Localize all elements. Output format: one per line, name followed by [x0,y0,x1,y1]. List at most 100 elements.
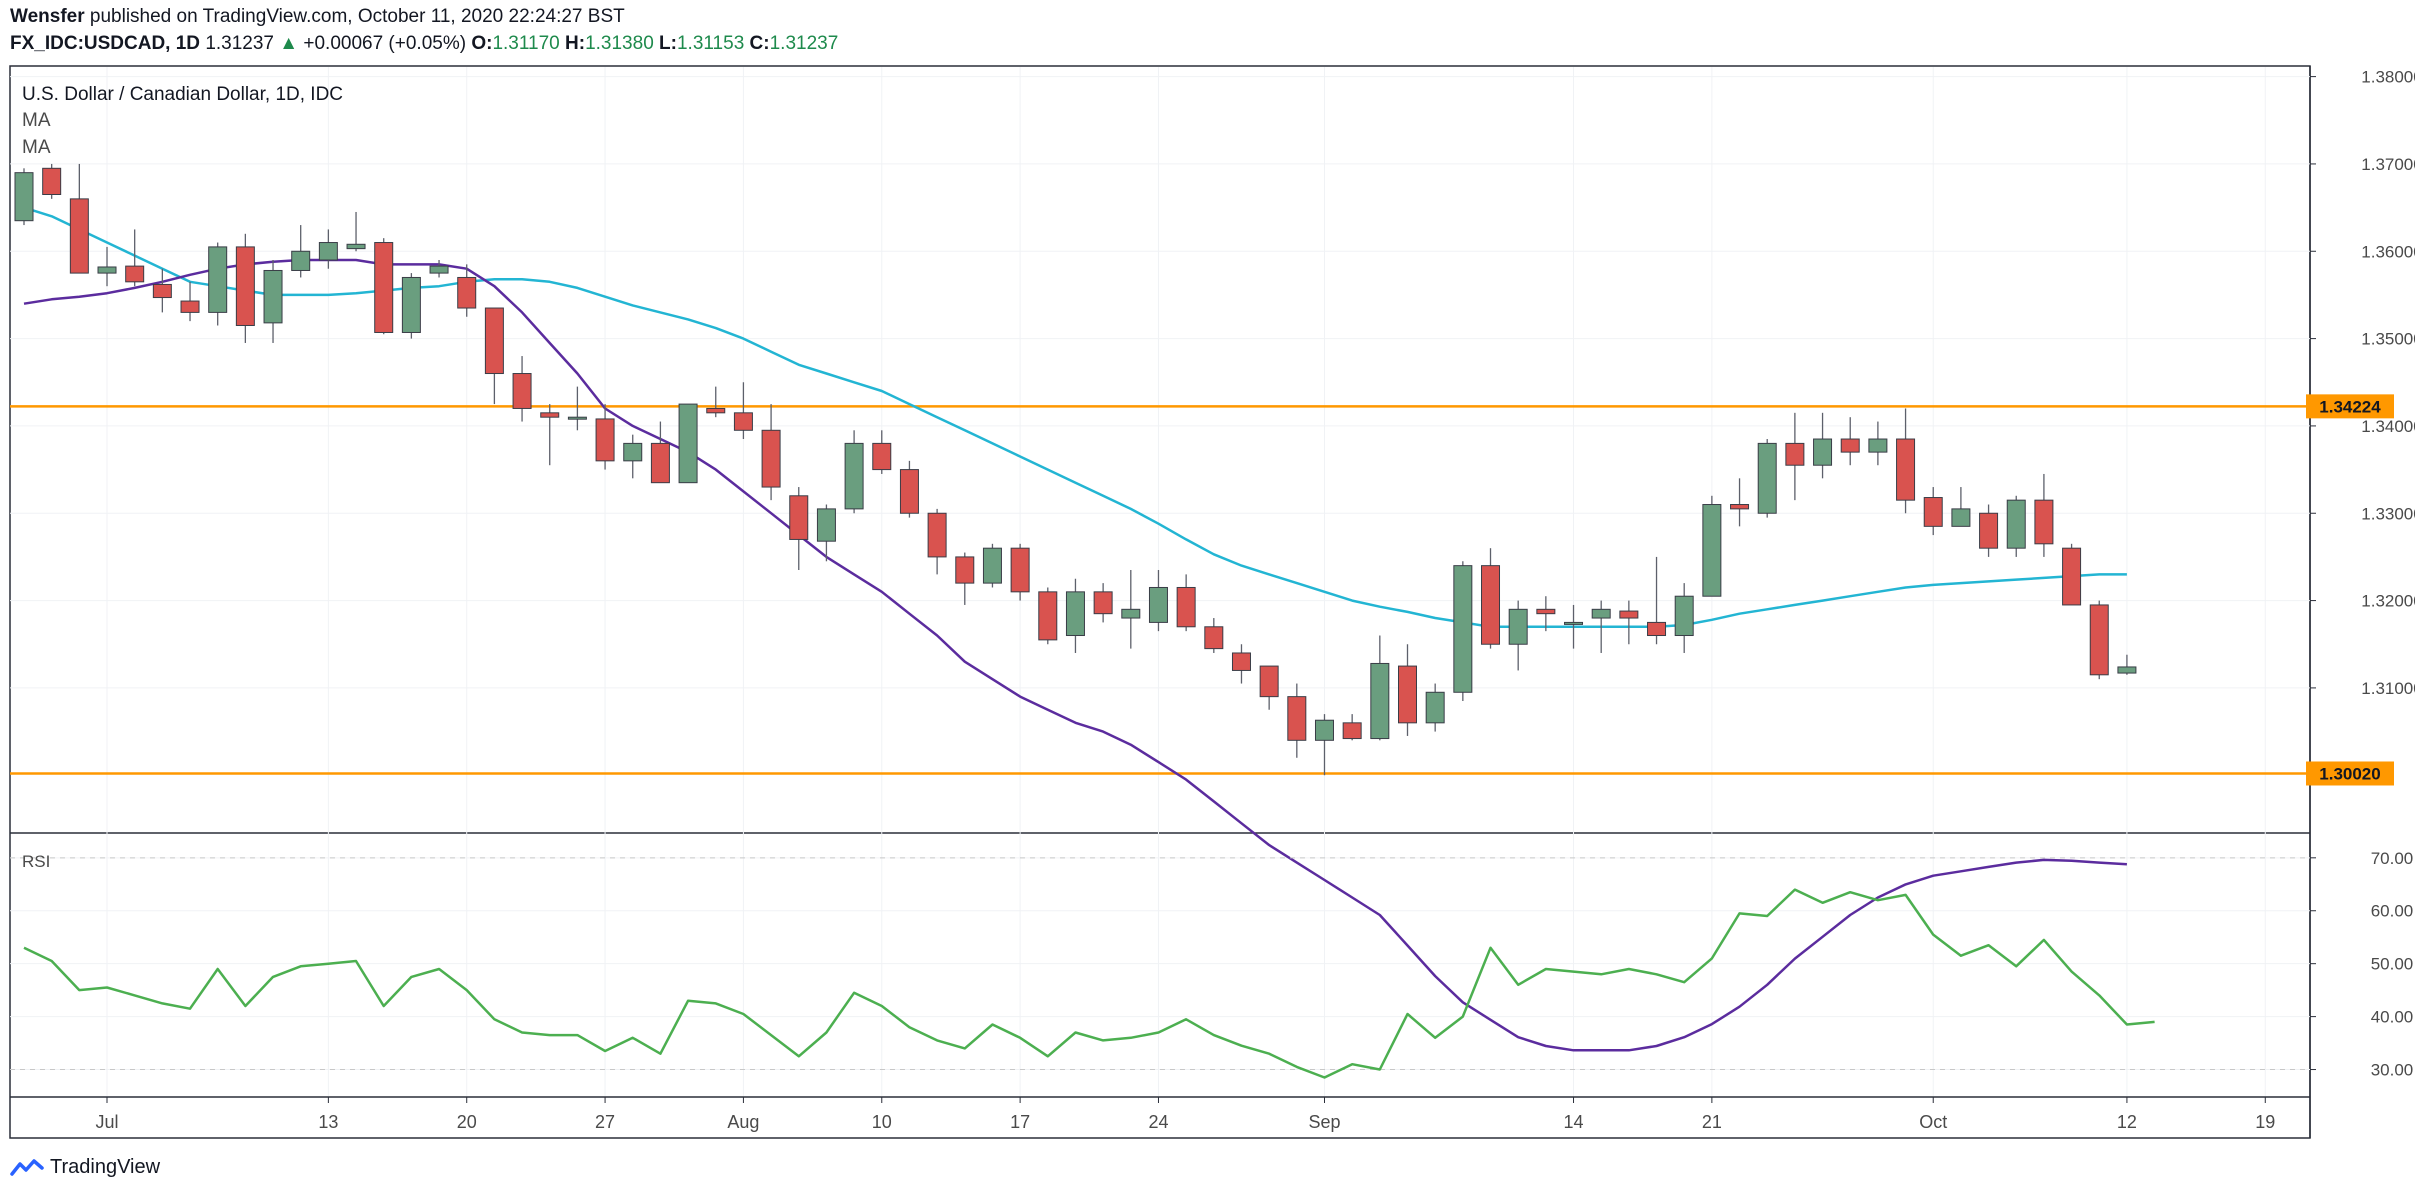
ma-legend-1[interactable]: MA [22,110,51,131]
candle-up [2117,666,2137,674]
open-label: O: [471,33,493,54]
candle-up [1757,442,1777,514]
candle-up [1148,586,1168,623]
time-tick-label: 20 [457,1112,477,1132]
price-tick-label: 1.34000 [2361,417,2415,436]
candle-down [872,442,892,471]
horizontal-levels[interactable]: 1.34224 1.30020 [10,394,2394,786]
candle-down [650,442,670,484]
level-price-badge [2306,394,2394,419]
candle-down [1342,722,1362,740]
low-label: L: [659,33,677,54]
time-tick-label: 12 [2117,1112,2137,1132]
rsi-axis[interactable]: 70.00 60.00 50.00 40.00 30.00 [2310,849,2413,1080]
candle-down [1785,442,1805,466]
ma-legend-2[interactable]: MA [22,137,51,158]
candle-up [429,265,449,274]
time-tick-label: Sep [1308,1112,1340,1132]
candle-down [595,418,615,462]
candle-down [2062,547,2082,606]
candle-up [1370,662,1390,740]
candle-up [844,442,864,510]
rsi-pane [10,857,2310,1079]
candle-down [235,246,255,326]
up-arrow-icon: ▲ [279,33,299,54]
candle-down [1536,608,1556,615]
candle-down [540,412,560,418]
instrument-legend[interactable]: U.S. Dollar / Canadian Dollar, 1D, IDC [22,84,343,105]
price-tick-label: 1.31000 [2361,679,2415,698]
candle-up [263,269,283,324]
candle-up [401,276,421,333]
tradingview-logo[interactable]: TradingView [10,1156,160,1179]
high-value: 1.31380 [585,33,654,54]
chart-area[interactable]: 1.38000 1.37000 1.36000 1.35000 1.34000 1.330… [0,0,2415,1145]
candle-down [1093,591,1113,615]
candle-up [2006,499,2026,549]
candle-up [291,250,311,271]
candle-down [955,556,975,584]
candle-up [318,242,338,261]
low-value: 1.31153 [676,33,745,54]
candle-down [512,373,532,409]
grid [10,67,2310,1096]
candle-down [457,276,477,309]
level-price-badge [2306,761,2394,786]
price-tick-label: 1.37000 [2361,155,2415,174]
candle-down [733,412,753,431]
price-tick-label: 1.36000 [2361,242,2415,261]
candle-down [761,429,781,488]
published-text: published on TradingView.com, October 11… [89,6,625,27]
candle-down [69,198,89,274]
author-name[interactable]: Wensfer [10,6,85,27]
rsi-legend[interactable]: RSI [22,852,50,871]
candle-up [1065,591,1085,637]
rsi-tick-label: 60.00 [2371,902,2414,921]
candle-up [1425,691,1445,724]
candle-down [1840,438,1860,453]
candle-down [706,407,726,414]
publish-info: Wensfer published on TradingView.com, Oc… [10,6,625,28]
candle-up [1314,719,1334,741]
time-tick-label: 21 [1702,1112,1722,1132]
candle-down [125,265,145,283]
candle-down [1259,665,1279,698]
time-tick-label: 10 [872,1112,892,1132]
candle-down [899,469,919,514]
close-label: C: [749,33,770,54]
candle-up [1951,508,1971,527]
candle-down [1398,665,1417,724]
time-axis[interactable]: Jul 13 20 27 Aug 10 17 24 Sep 14 21 Oct 12 19 [96,1097,2276,1132]
price-axis[interactable]: 1.38000 1.37000 1.36000 1.35000 1.34000 1.330… [2310,68,2415,698]
last-price: 1.31237 [205,33,274,54]
rsi-tick-label: 40.00 [2371,1008,2414,1027]
candle-up [1868,438,1888,453]
candle-down [374,242,394,333]
candle-up [1564,621,1584,625]
rsi-tick-label: 50.00 [2371,955,2414,974]
candlestick-series [14,163,2137,776]
close-value: 1.31237 [769,33,839,54]
candle-down [152,283,172,299]
price-change: +0.00067 (+0.05%) [303,33,467,54]
candle-up [1121,608,1141,619]
candle-up [1453,565,1473,693]
candle-up [1674,595,1694,637]
candle-down [1619,610,1639,619]
candle-up [1813,438,1833,466]
candle-down [2034,499,2054,545]
time-tick-label: Jul [96,1112,119,1132]
candle-down [789,495,809,540]
candle-down [1176,586,1196,628]
candle-up [1508,608,1528,645]
candle-down [1923,497,1943,527]
open-value: 1.31170 [492,33,560,54]
tradingview-icon [10,1158,44,1176]
price-tick-label: 1.32000 [2361,592,2415,611]
time-tick-label: 24 [1148,1112,1168,1132]
symbol-info: FX_IDC:USDCAD, 1D 1.31237 ▲ +0.00067 (+0… [10,33,838,55]
rsi-line [23,888,2155,1079]
candle-down [1730,504,1750,510]
ma-slow-line [23,206,2127,629]
candle-down [2089,604,2109,676]
